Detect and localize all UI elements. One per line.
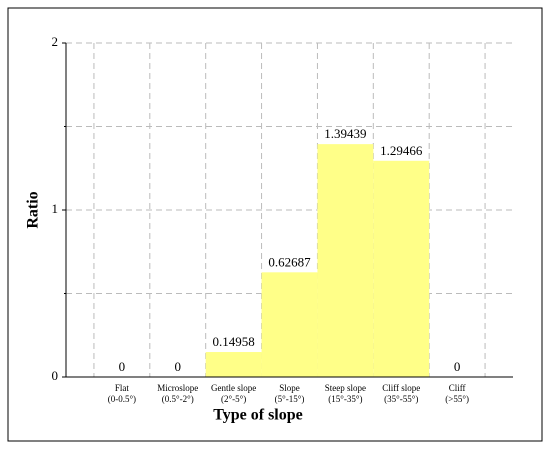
x-axis-label: Type of slope [213, 407, 302, 424]
x-tick-label: Cliff slope [382, 383, 420, 393]
y-tick-label: 1 [52, 201, 59, 216]
x-tick-label: Steep slope [325, 383, 366, 393]
x-tick-label: (15°-35°) [328, 394, 362, 404]
data-label: 0 [119, 359, 126, 374]
data-label: 0.14958 [213, 334, 255, 349]
y-tick-label: 2 [52, 34, 59, 49]
data-label: 0.62687 [268, 254, 311, 269]
x-tick-label: (35°-55°) [384, 394, 418, 404]
x-tick-label: (0.5°-2°) [162, 394, 194, 404]
bar [205, 352, 262, 377]
y-axis-label: Ratio [25, 191, 42, 228]
x-tick-label: (>55°) [445, 394, 469, 404]
data-label: 1.39439 [324, 126, 366, 141]
frame [7, 7, 543, 442]
data-label: 0 [175, 359, 182, 374]
x-tick-label: Gentle slope [211, 383, 256, 393]
bar [373, 160, 430, 377]
bar [317, 144, 374, 377]
x-tick-label: Slope [279, 383, 300, 393]
x-tick-label: Microslope [157, 383, 198, 393]
bar [261, 272, 318, 377]
y-tick-label: 0 [52, 368, 59, 383]
data-label: 0 [454, 359, 461, 374]
x-tick-label: Flat [115, 383, 130, 393]
x-tick-label: Cliff [449, 383, 466, 393]
data-label: 1.29466 [380, 143, 423, 158]
x-tick-label: (0-0.5°) [108, 394, 136, 404]
x-tick-label: (5°-15°) [275, 394, 305, 404]
x-tick-label: (2°-5°) [221, 394, 246, 404]
